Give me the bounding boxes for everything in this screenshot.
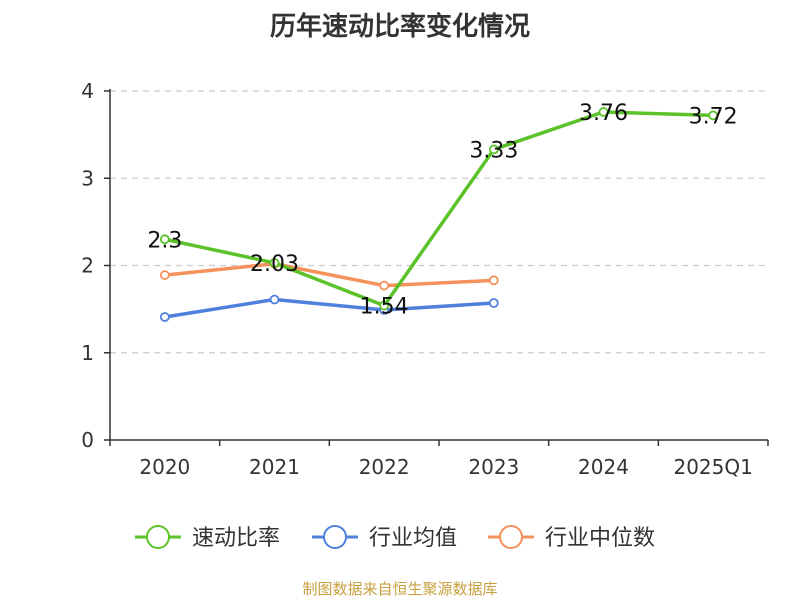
legend-label: 行业均值 bbox=[369, 526, 457, 551]
source-footer: 制图数据来自恒生聚源数据库 bbox=[302, 580, 498, 598]
data-point bbox=[269, 294, 280, 305]
data-point bbox=[159, 312, 170, 322]
series-line-2 bbox=[164, 262, 494, 288]
series-lines bbox=[159, 107, 719, 322]
data-point bbox=[708, 110, 719, 121]
data-label: 2.03 bbox=[250, 252, 299, 277]
legend-item-1: 行业均值 bbox=[312, 525, 457, 551]
data-point bbox=[488, 298, 499, 308]
grid-lines bbox=[110, 90, 768, 354]
legend-marker bbox=[323, 525, 347, 549]
y-tick-label: 2 bbox=[81, 254, 94, 278]
data-point bbox=[159, 234, 170, 245]
data-label: 3.76 bbox=[579, 101, 628, 126]
legend-label: 速动比率 bbox=[192, 526, 280, 551]
data-label: 3.72 bbox=[689, 104, 738, 129]
data-point bbox=[598, 107, 609, 117]
data-point bbox=[488, 144, 499, 155]
data-point bbox=[379, 280, 390, 291]
data-point bbox=[488, 275, 499, 286]
legend: 速动比率 行业均值 行业中位数 bbox=[135, 525, 655, 551]
axes: 0 1 2 3 4 2020 2021 2022 2023 2024 2025Q1 bbox=[81, 79, 769, 479]
data-point bbox=[379, 300, 390, 311]
legend-marker bbox=[146, 525, 170, 549]
series-line-0 bbox=[164, 110, 714, 308]
data-point bbox=[269, 257, 280, 268]
x-tick-label: 2025Q1 bbox=[673, 455, 752, 479]
data-label: 2.3 bbox=[147, 228, 182, 253]
chart-title: 历年速动比率变化情况 bbox=[269, 12, 530, 42]
x-tick-label: 2024 bbox=[578, 455, 629, 479]
data-labels: 2.3 2.03 1.54 3.33 3.76 3.72 bbox=[147, 101, 737, 320]
x-tick-label: 2022 bbox=[359, 455, 410, 479]
legend-item-0: 速动比率 bbox=[135, 525, 280, 551]
y-tick-label: 0 bbox=[81, 428, 94, 452]
x-tick-label: 2023 bbox=[468, 455, 519, 479]
data-label: 3.33 bbox=[469, 138, 518, 163]
data-label: 1.54 bbox=[360, 295, 409, 320]
y-tick-label: 1 bbox=[81, 341, 94, 365]
series-line-1 bbox=[164, 297, 494, 319]
data-point bbox=[159, 270, 170, 280]
legend-marker bbox=[499, 525, 523, 549]
x-tick-label: 2020 bbox=[139, 455, 190, 479]
y-tick-label: 4 bbox=[81, 79, 94, 103]
legend-label: 行业中位数 bbox=[545, 526, 655, 551]
legend-item-2: 行业中位数 bbox=[488, 525, 655, 551]
x-tick-label: 2021 bbox=[249, 455, 300, 479]
y-tick-label: 3 bbox=[81, 166, 94, 190]
